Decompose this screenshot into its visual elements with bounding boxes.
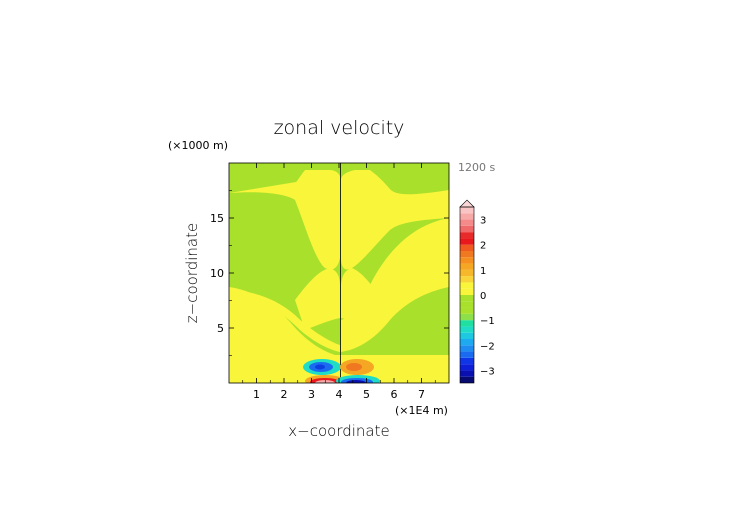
contour-blue-core xyxy=(315,364,325,370)
colorbar: 3 2 1 0 −1 −2 −3 xyxy=(459,199,495,384)
colorbar-frame xyxy=(459,206,475,384)
contour-yellow-upper-right xyxy=(341,170,449,270)
time-label: 1200 s xyxy=(458,161,495,174)
colorbar-segment xyxy=(460,282,474,289)
contour-yellow-upper xyxy=(229,170,340,270)
colorbar-segment xyxy=(460,257,474,264)
colorbar-segment xyxy=(460,339,474,346)
colorbar-segment xyxy=(460,288,474,295)
x-tick-label: 2 xyxy=(281,388,288,401)
contour-green-upper-left-center xyxy=(294,170,305,182)
y-unit-label: (×1000 m) xyxy=(168,139,228,152)
contour-yellow-center xyxy=(295,268,340,330)
colorbar-segment xyxy=(460,326,474,333)
colorbar-segment xyxy=(460,295,474,302)
colorbar-segment xyxy=(460,332,474,339)
colorbar-segment xyxy=(460,376,474,383)
colorbar-segment xyxy=(460,364,474,371)
colorbar-tick-label: −3 xyxy=(480,366,495,377)
colorbar-segment xyxy=(460,244,474,251)
chart-title: zonal velocity xyxy=(274,117,405,139)
x-tick-label: 5 xyxy=(363,388,370,401)
colorbar-tick-label: −1 xyxy=(480,316,495,327)
colorbar-segment xyxy=(460,313,474,321)
colorbar-segment xyxy=(460,232,474,239)
colorbar-tick-label: 1 xyxy=(480,266,486,277)
y-tick-label: 10 xyxy=(210,267,224,280)
contour-orange-core xyxy=(346,363,362,371)
colorbar-segment xyxy=(460,219,474,226)
colorbar-extend-arrow xyxy=(459,199,475,208)
colorbar-segment xyxy=(460,238,474,245)
colorbar-segment xyxy=(460,307,474,314)
x-unit-label: (×1E4 m) xyxy=(395,404,448,417)
x-tick-label: 7 xyxy=(418,388,425,401)
colorbar-segment xyxy=(460,370,474,377)
colorbar-segment xyxy=(460,207,474,214)
contour-yellow-center-right xyxy=(341,268,382,330)
colorbar-segment xyxy=(460,320,474,327)
colorbar-tick-label: 0 xyxy=(480,291,486,302)
colorbar-segment xyxy=(460,263,474,270)
y-axis-label: z−coordinate xyxy=(183,223,201,323)
colorbar-segment xyxy=(460,351,474,358)
y-tick-label: 15 xyxy=(210,212,224,225)
colorbar-segment xyxy=(460,276,474,283)
contour-yellow-mid-left xyxy=(229,289,340,352)
x-tick-label: 6 xyxy=(391,388,398,401)
colorbar-segment xyxy=(460,301,474,308)
colorbar-segment xyxy=(460,251,474,258)
x-axis-label: x−coordinate xyxy=(288,422,389,440)
y-tick-label: 5 xyxy=(217,322,224,335)
x-tick-label: 4 xyxy=(336,388,343,401)
x-tick-label: 3 xyxy=(308,388,315,401)
colorbar-segment xyxy=(460,269,474,277)
colorbar-segment xyxy=(460,225,474,233)
contour-darkblue-surface xyxy=(346,380,366,383)
y-axis-ticks: 5 10 15 xyxy=(210,190,449,356)
contour-yellow-left xyxy=(229,193,335,355)
x-tick-label: 1 xyxy=(253,388,260,401)
colorbar-tick-label: −2 xyxy=(480,341,495,352)
colorbar-segment xyxy=(460,213,474,220)
contour-field xyxy=(229,163,449,383)
colorbar-tick-label: 2 xyxy=(480,241,486,252)
x-axis-ticks: 1 2 3 4 5 6 7 xyxy=(242,163,436,401)
colorbar-segment xyxy=(460,345,474,352)
colorbar-tick-label: 3 xyxy=(480,216,486,227)
colorbar-segment xyxy=(460,357,474,365)
